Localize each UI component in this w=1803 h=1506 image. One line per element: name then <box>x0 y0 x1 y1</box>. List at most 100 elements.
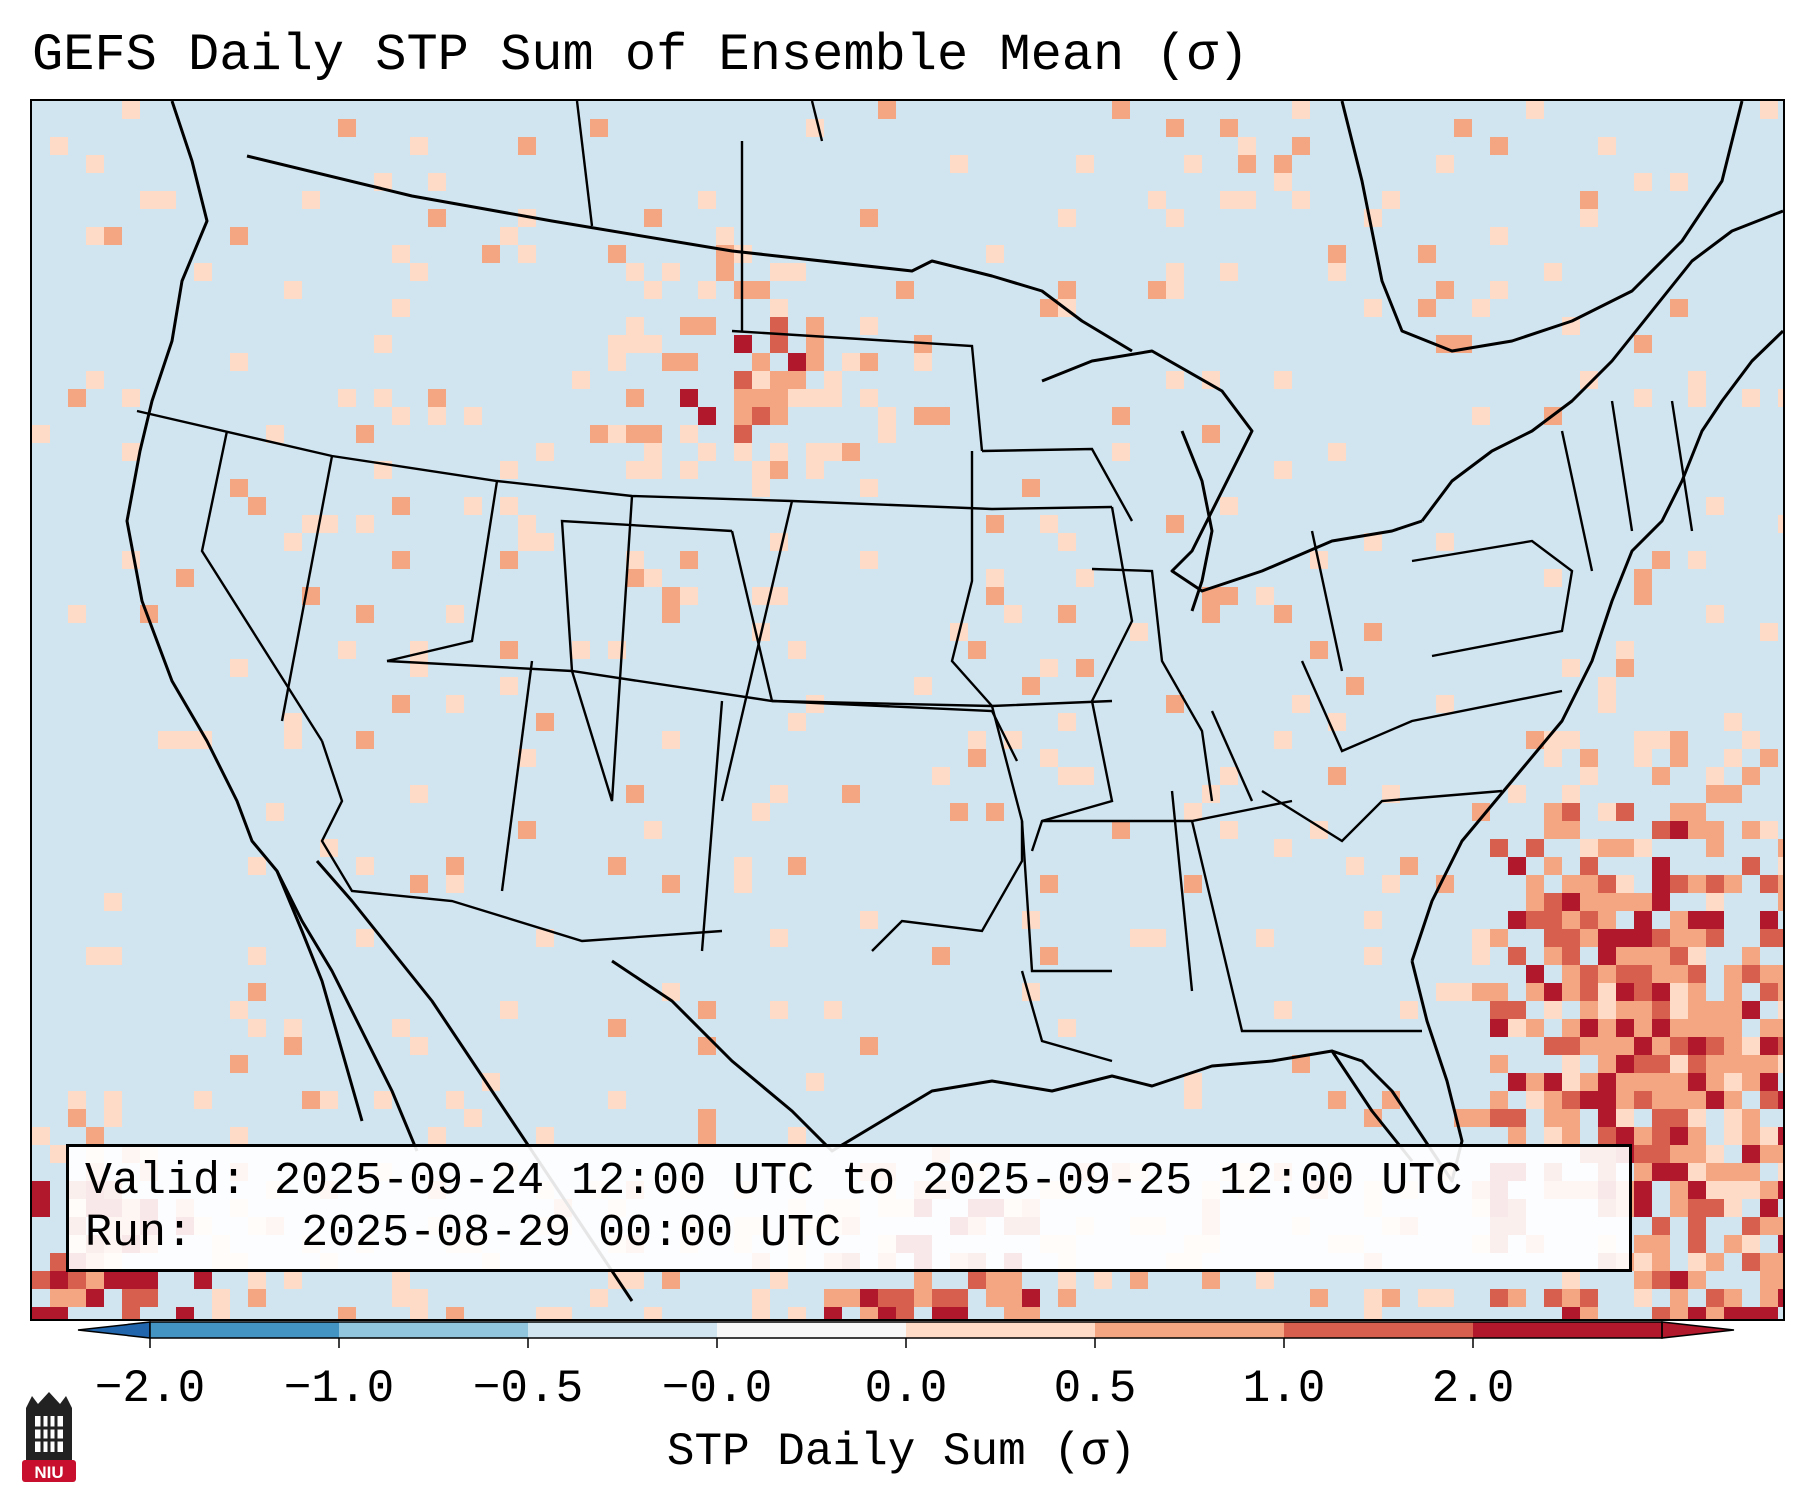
gulf-coast <box>611 959 1414 1162</box>
anomaly-cell <box>1616 1055 1634 1073</box>
anomaly-cell <box>1022 1307 1040 1319</box>
anomaly-cell <box>680 461 698 479</box>
anomaly-cell <box>572 371 590 389</box>
anomaly-cell <box>1688 947 1706 965</box>
anomaly-cell <box>68 1109 86 1127</box>
anomaly-cell <box>1760 875 1778 893</box>
anomaly-cell <box>500 677 518 695</box>
anomaly-cell <box>1616 803 1634 821</box>
anomaly-cell <box>32 1199 50 1217</box>
anomaly-cell <box>1328 713 1346 731</box>
anomaly-cell <box>860 1037 878 1055</box>
anomaly-cell <box>1760 821 1778 839</box>
anomaly-cell <box>536 1307 554 1319</box>
anomaly-cell <box>1436 875 1454 893</box>
colorbar-tick-label: 0.0 <box>864 1363 948 1415</box>
anomaly-cell <box>1382 191 1400 209</box>
anomaly-cell <box>338 641 356 659</box>
anomaly-cell <box>1202 425 1220 443</box>
anomaly-cell <box>770 1001 788 1019</box>
anomaly-cell <box>1670 731 1688 749</box>
anomaly-cell <box>1652 1217 1670 1235</box>
anomaly-cell <box>1652 983 1670 1001</box>
anomaly-cell <box>1562 1019 1580 1037</box>
anomaly-cell <box>734 335 752 353</box>
anomaly-cell <box>374 335 392 353</box>
anomaly-cell <box>464 1109 482 1127</box>
anomaly-cell <box>1490 1001 1508 1019</box>
anomaly-cell <box>1598 1055 1616 1073</box>
anomaly-cell <box>500 641 518 659</box>
anomaly-cell <box>410 1037 428 1055</box>
colorbar-tick-label: 0.5 <box>1053 1363 1137 1415</box>
anomaly-cell <box>68 389 86 407</box>
anomaly-cell <box>284 281 302 299</box>
anomaly-cell <box>1760 1271 1778 1289</box>
anomaly-cell <box>1688 1235 1706 1253</box>
anomaly-cell <box>1634 1091 1652 1109</box>
anomaly-cell <box>1040 659 1058 677</box>
anomaly-cell <box>1436 533 1454 551</box>
anomaly-cell <box>1670 1091 1688 1109</box>
anomaly-cell <box>752 803 770 821</box>
anomaly-cell <box>1688 1073 1706 1091</box>
anomaly-cell <box>1562 1073 1580 1091</box>
anomaly-cell <box>284 1037 302 1055</box>
anomaly-cell <box>1706 1019 1724 1037</box>
anomaly-cell <box>1652 551 1670 569</box>
anomaly-cell <box>1472 407 1490 425</box>
anomaly-cell <box>1778 1235 1783 1253</box>
anomaly-cell <box>1688 1199 1706 1217</box>
anomaly-cell <box>1508 1109 1526 1127</box>
anomaly-cell <box>392 299 410 317</box>
anomaly-cell <box>698 443 716 461</box>
anomaly-cell <box>1004 1307 1022 1319</box>
anomaly-cell <box>626 551 644 569</box>
anomaly-cell <box>1508 1127 1526 1145</box>
anomaly-cell <box>662 263 680 281</box>
anomaly-cell <box>1580 911 1598 929</box>
anomaly-cell <box>446 605 464 623</box>
anomaly-cell <box>860 389 878 407</box>
anomaly-cell <box>1778 1145 1783 1163</box>
anomaly-cell <box>338 389 356 407</box>
anomaly-cell <box>1634 749 1652 767</box>
anomaly-cell <box>1670 983 1688 1001</box>
anomaly-cell <box>536 929 554 947</box>
anomaly-cell <box>1058 1271 1076 1289</box>
anomaly-cell <box>1742 1109 1760 1127</box>
anomaly-cell <box>1040 515 1058 533</box>
anomaly-cell <box>788 389 806 407</box>
anomaly-cell <box>1292 137 1310 155</box>
anomaly-cell <box>1778 1127 1783 1145</box>
anomaly-cell <box>1562 1091 1580 1109</box>
anomaly-cell <box>1580 767 1598 785</box>
anomaly-cell <box>266 803 284 821</box>
anomaly-cell <box>1472 803 1490 821</box>
anomaly-cell <box>1742 1073 1760 1091</box>
anomaly-cell <box>122 443 140 461</box>
anomaly-cell <box>140 191 158 209</box>
anomaly-cell <box>140 1271 158 1289</box>
anomaly-cell <box>1526 983 1544 1001</box>
anomaly-cell <box>608 857 626 875</box>
anomaly-cell <box>1544 803 1562 821</box>
anomaly-cell <box>1418 299 1436 317</box>
anomaly-cell <box>680 587 698 605</box>
anomaly-cell <box>1634 929 1652 947</box>
anomaly-cell <box>104 1109 122 1127</box>
anomaly-cell <box>1670 1109 1688 1127</box>
anomaly-cell <box>1598 1109 1616 1127</box>
anomaly-cell <box>788 641 806 659</box>
anomaly-cell <box>1328 767 1346 785</box>
anomaly-cell <box>68 1289 86 1307</box>
anomaly-cell <box>1742 389 1760 407</box>
anomaly-cell <box>1706 1001 1724 1019</box>
anomaly-cell <box>1490 839 1508 857</box>
anomaly-cell <box>1238 137 1256 155</box>
anomaly-cell <box>1256 929 1274 947</box>
anomaly-cell <box>1580 749 1598 767</box>
anomaly-cell <box>788 1307 806 1319</box>
anomaly-cell <box>1688 1055 1706 1073</box>
anomaly-cell <box>1580 839 1598 857</box>
